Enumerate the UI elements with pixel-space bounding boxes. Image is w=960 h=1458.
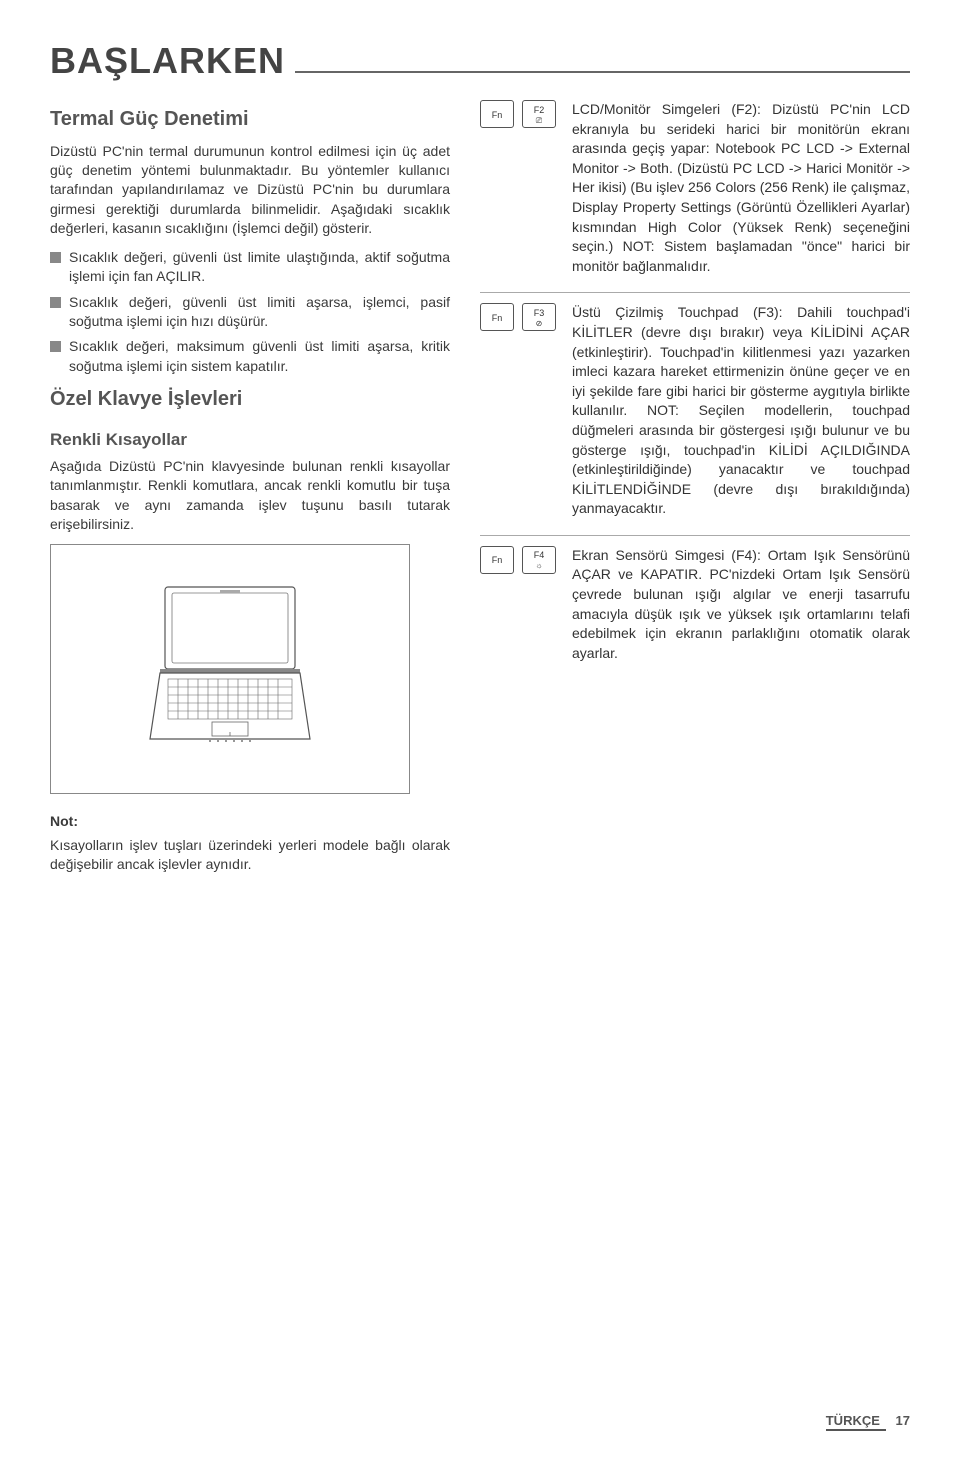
thermal-bullets: Sıcaklık değeri, güvenli üst limite ulaş… <box>50 248 450 376</box>
page-footer: TÜRKÇE 17 <box>826 1413 910 1428</box>
key-label: Fn <box>492 111 503 120</box>
key-label: Fn <box>492 556 503 565</box>
fn-key: Fn <box>480 303 514 331</box>
bullet-text: Sıcaklık değeri, maksimum güvenli üst li… <box>69 337 450 376</box>
square-icon <box>50 252 61 263</box>
fn-key: Fn <box>480 100 514 128</box>
fn-keys: Fn F3 ⊘ <box>480 303 572 331</box>
left-column: Termal Güç Denetimi Dizüstü PC'nin terma… <box>50 100 450 884</box>
footer-language: TÜRKÇE <box>826 1413 886 1431</box>
page-header: BAŞLARKEN <box>50 40 910 82</box>
right-column: Fn F2 ⎚ LCD/Monitör Simgeleri (F2): Dizü… <box>480 100 910 884</box>
header-rule <box>295 71 910 73</box>
key-sub-icon: ⎚ <box>536 117 542 125</box>
klavye-heading: Özel Klavye İşlevleri <box>50 386 450 414</box>
bullet-item: Sıcaklık değeri, güvenli üst limite ulaş… <box>50 248 450 287</box>
key-label: F4 <box>534 551 545 560</box>
laptop-icon <box>130 569 330 769</box>
fn-row: Fn F3 ⊘ Üstü Çizilmiş Touchpad (F3): Dah… <box>480 292 910 519</box>
renkli-heading: Renkli Kısayollar <box>50 428 450 451</box>
key-label: F3 <box>534 309 545 318</box>
fn-row: Fn F2 ⎚ LCD/Monitör Simgeleri (F2): Dizü… <box>480 100 910 276</box>
columns: Termal Güç Denetimi Dizüstü PC'nin terma… <box>50 100 910 884</box>
key-label: F2 <box>534 106 545 115</box>
f4-key: F4 ☼ <box>522 546 556 574</box>
key-label: Fn <box>492 314 503 323</box>
key-sub-icon: ☼ <box>535 562 542 570</box>
fn-description: Üstü Çizilmiş Touchpad (F3): Dahili touc… <box>572 303 910 519</box>
bullet-item: Sıcaklık değeri, güvenli üst limiti aşar… <box>50 293 450 332</box>
bullet-text: Sıcaklık değeri, güvenli üst limiti aşar… <box>69 293 450 332</box>
fn-row: Fn F4 ☼ Ekran Sensörü Simgesi (F4): Orta… <box>480 535 910 664</box>
thermal-intro: Dizüstü PC'nin termal durumunun kontrol … <box>50 142 450 239</box>
square-icon <box>50 341 61 352</box>
bullet-text: Sıcaklık değeri, güvenli üst limite ulaş… <box>69 248 450 287</box>
fn-keys: Fn F4 ☼ <box>480 546 572 574</box>
note-label: Not: <box>50 812 450 831</box>
square-icon <box>50 297 61 308</box>
note-para: Kısayolların işlev tuşları üzerindeki ye… <box>50 836 450 875</box>
renkli-para: Aşağıda Dizüstü PC'nin klavyesinde bulun… <box>50 457 450 534</box>
laptop-illustration-box <box>50 544 410 794</box>
f3-key: F3 ⊘ <box>522 303 556 331</box>
fn-description: LCD/Monitör Simgeleri (F2): Dizüstü PC'n… <box>572 100 910 276</box>
thermal-heading: Termal Güç Denetimi <box>50 106 450 134</box>
fn-key: Fn <box>480 546 514 574</box>
f2-key: F2 ⎚ <box>522 100 556 128</box>
page-title: BAŞLARKEN <box>50 40 285 82</box>
bullet-item: Sıcaklık değeri, maksimum güvenli üst li… <box>50 337 450 376</box>
fn-keys: Fn F2 ⎚ <box>480 100 572 128</box>
footer-page-number: 17 <box>896 1413 910 1428</box>
key-sub-icon: ⊘ <box>536 320 543 328</box>
fn-description: Ekran Sensörü Simgesi (F4): Ortam Işık S… <box>572 546 910 664</box>
